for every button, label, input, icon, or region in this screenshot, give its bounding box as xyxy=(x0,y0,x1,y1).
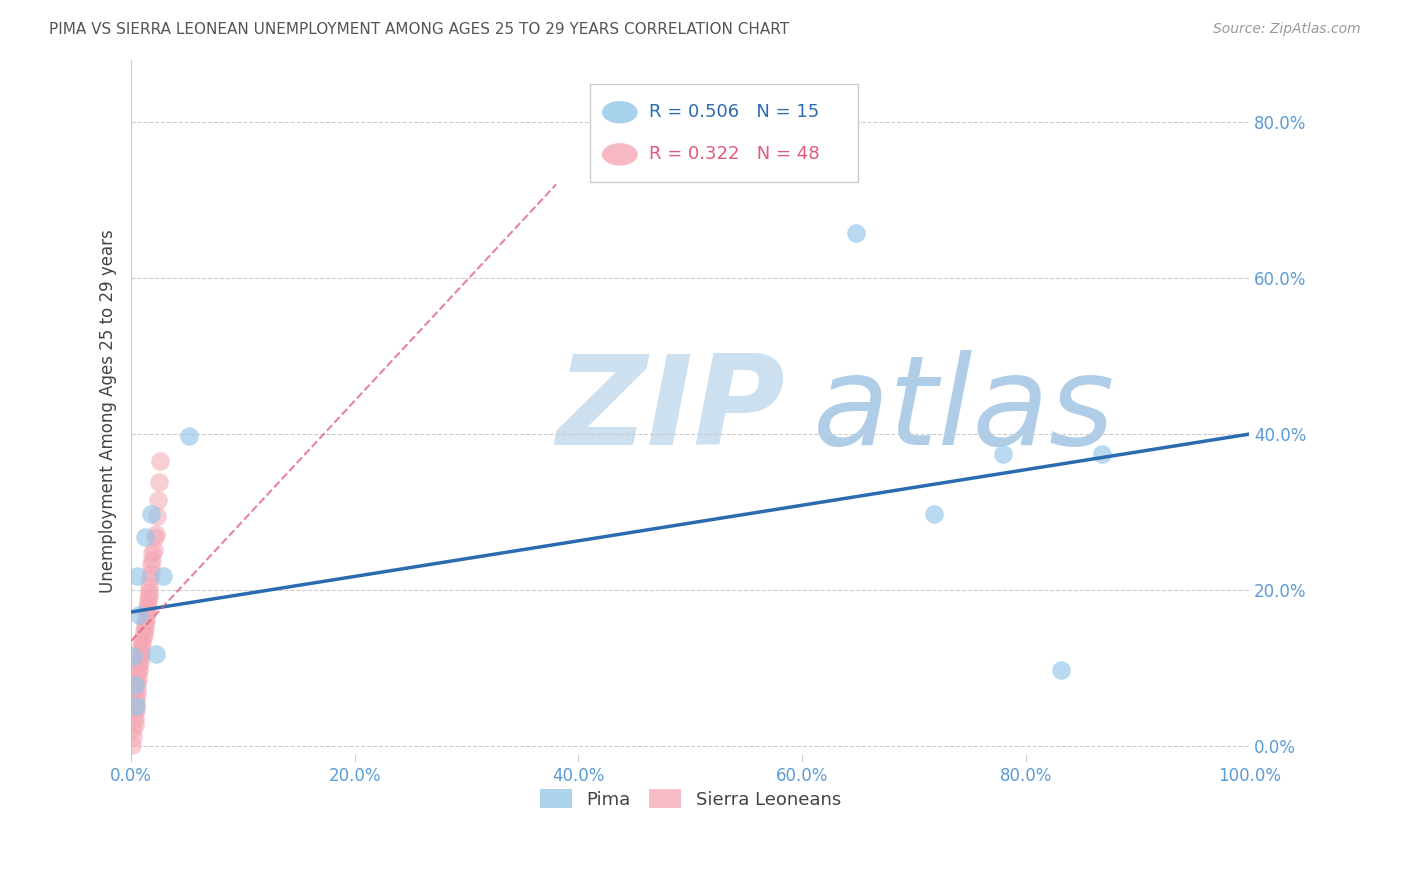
Point xyxy=(131,640,153,654)
Point xyxy=(141,507,163,521)
Point xyxy=(131,647,153,661)
Circle shape xyxy=(602,143,638,166)
Point xyxy=(993,447,1015,461)
Point xyxy=(152,569,174,583)
Point xyxy=(135,600,157,615)
Point xyxy=(125,569,148,583)
Point xyxy=(135,605,157,619)
Point xyxy=(145,527,167,541)
Point xyxy=(134,530,156,544)
Point xyxy=(131,632,153,646)
Text: PIMA VS SIERRA LEONEAN UNEMPLOYMENT AMONG AGES 25 TO 29 YEARS CORRELATION CHART: PIMA VS SIERRA LEONEAN UNEMPLOYMENT AMON… xyxy=(49,22,789,37)
Point xyxy=(125,686,148,700)
Point xyxy=(138,579,160,593)
Point xyxy=(125,681,148,695)
Point xyxy=(125,675,148,690)
Point xyxy=(148,475,170,490)
Text: Source: ZipAtlas.com: Source: ZipAtlas.com xyxy=(1213,22,1361,37)
Point xyxy=(125,698,148,713)
Point xyxy=(124,706,146,721)
Point xyxy=(141,566,163,580)
Point xyxy=(138,584,160,599)
Point xyxy=(142,542,165,557)
Point xyxy=(136,597,159,611)
Point xyxy=(128,663,150,677)
Point xyxy=(125,690,148,705)
Point xyxy=(129,655,152,669)
Point xyxy=(131,636,153,650)
Text: ZIP: ZIP xyxy=(557,351,785,471)
Point xyxy=(128,657,150,672)
Text: atlas: atlas xyxy=(813,351,1115,471)
Point xyxy=(141,546,163,560)
Point xyxy=(122,722,145,736)
Point xyxy=(121,738,143,752)
Text: R = 0.322   N = 48: R = 0.322 N = 48 xyxy=(650,145,820,163)
Point xyxy=(139,571,162,585)
Point xyxy=(132,628,155,642)
Point xyxy=(129,649,152,664)
Point xyxy=(127,665,149,679)
Point xyxy=(922,507,945,521)
Text: R = 0.506   N = 15: R = 0.506 N = 15 xyxy=(650,103,820,121)
Point xyxy=(146,508,169,523)
Point xyxy=(1050,663,1073,677)
Point xyxy=(122,730,145,744)
Point xyxy=(132,624,155,638)
Legend: Pima, Sierra Leoneans: Pima, Sierra Leoneans xyxy=(533,782,848,816)
Point xyxy=(124,678,146,692)
Point xyxy=(179,428,201,442)
Point xyxy=(135,613,157,627)
Point xyxy=(134,621,156,635)
Point xyxy=(125,696,148,710)
FancyBboxPatch shape xyxy=(589,84,858,183)
Point xyxy=(124,717,146,731)
Point xyxy=(149,454,172,468)
Point xyxy=(131,644,153,658)
Point xyxy=(136,592,159,607)
Point xyxy=(141,558,163,573)
Point xyxy=(143,530,166,544)
Y-axis label: Unemployment Among Ages 25 to 29 years: Unemployment Among Ages 25 to 29 years xyxy=(100,229,117,592)
Point xyxy=(1091,447,1114,461)
Point xyxy=(138,590,160,604)
Circle shape xyxy=(602,101,638,123)
Point xyxy=(146,493,169,508)
Point xyxy=(145,647,167,661)
Point xyxy=(127,671,149,685)
Point xyxy=(128,608,150,623)
Point xyxy=(845,226,868,240)
Point xyxy=(134,615,156,630)
Point xyxy=(125,702,148,716)
Point xyxy=(124,712,146,726)
Point xyxy=(135,608,157,623)
Point xyxy=(141,553,163,567)
Point xyxy=(122,649,145,664)
